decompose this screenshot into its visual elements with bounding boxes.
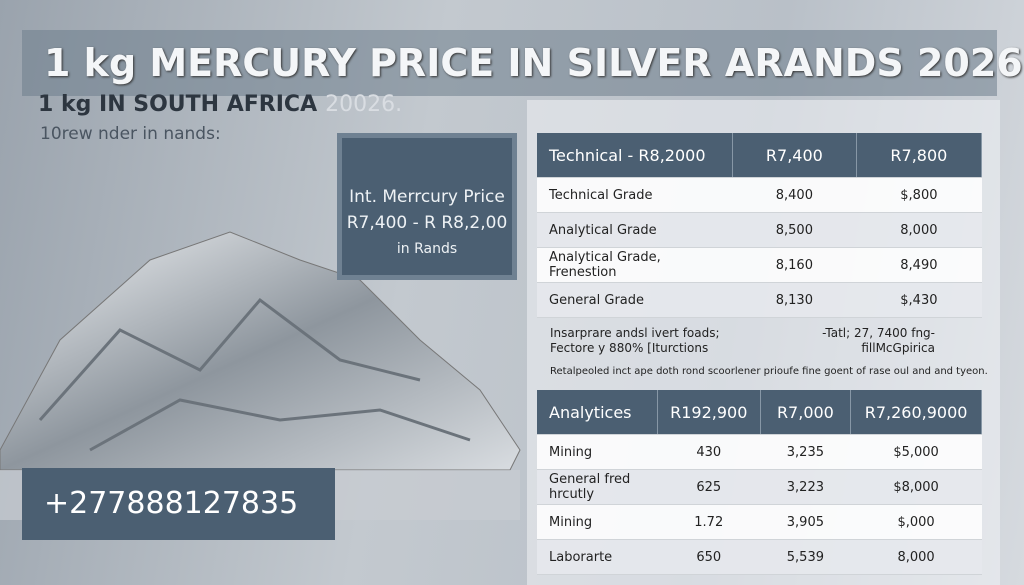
table-cell: 1.72 [657,504,761,540]
table-cell: R7,400 [732,133,857,178]
table-cell: General Grade [537,282,733,318]
price-box: Int. Merrcury Price R7,400 - R R8,2,00 i… [337,133,517,280]
table-cell: Analytices [537,390,658,435]
table-cell: Analytical Grade, Frenestion [537,247,733,283]
table-row: Mining 430 3,235 $5,000 [537,434,982,470]
price-line: R7,400 - R R8,2,00 [346,213,508,233]
subtitle: 1 kg IN SOUTH AFRICA 20026. [38,92,402,117]
note-line: -Tatl; 27, 7400 fng- [822,326,935,340]
table-cell: Analytical Grade [537,212,733,248]
table: Analytices R192,900 R7,000 R7,260,9000 Minin… [537,390,982,575]
table-cell: Mining [537,434,658,470]
table-cell: 650 [657,539,761,575]
price-line: in Rands [396,241,458,257]
table-cell: Technical - R8,2000 [537,133,733,178]
table-cell: 3,235 [760,434,851,470]
table-cell: Mining [537,504,658,540]
table-cell: 8,490 [856,247,982,283]
phone: +277888127835 [22,468,335,540]
table-row: Laborarte 650 5,539 8,000 [537,539,982,575]
table-row: Technical Grade 8,400 $,800 [537,177,982,213]
table: Technical - R8,2000 R7,400 R7,800 Technical… [537,133,983,318]
table-cell: 8,000 [856,212,982,248]
table-row: Analytical Grade 8,500 8,000 [537,212,982,248]
table-cell: R7,260,9000 [850,390,982,435]
note-left: Insarprare andsl ivert foads; Fectore y 8… [550,326,720,356]
table-row: Mining 1.72 3,905 $,000 [537,504,982,540]
table-cell: General fred hrcutly [537,469,658,505]
table-row: General fred hrcutly 625 3,223 $8,000 [537,469,982,505]
note-footer: Retalpeoled inct ape doth rond scoorlene… [550,366,988,377]
table-cell: 8,500 [732,212,857,248]
table-cell: 5,539 [760,539,851,575]
table-cell: $,800 [856,177,982,213]
table-cell: Technical Grade [537,177,733,213]
subtitle-text: 1 kg IN SOUTH AFRICA [38,92,318,117]
table-cell: R192,900 [657,390,761,435]
note-right: -Tatl; 27, 7400 fng-fillMcGpirica [795,326,935,356]
note-line: Insarprare andsl ivert foads; [550,326,720,340]
table-cell: $,430 [856,282,982,318]
table-cell: R7,000 [760,390,852,435]
table-cell: R7,800 [856,133,983,178]
title: 1 kg MERCURY PRICE IN SILVER ARANDS 2026… [22,30,1024,96]
table-cell: 8,130 [732,282,857,318]
price-line: Int. Merrcury Price [349,187,505,207]
table-cell: 8,400 [732,177,857,213]
table-cell: $,000 [850,504,982,540]
subtitle-ghost: 20026. [325,92,403,117]
table-cell: $8,000 [850,469,982,505]
table-row: Analytices R192,900 R7,000 R7,260,9000 [537,390,982,435]
table-row: General Grade 8,130 $,430 [537,282,982,318]
table-row: Technical - R8,2000 R7,400 R7,800 [537,133,983,178]
table-row: Analytical Grade, Frenestion 8,160 8,490 [537,247,982,283]
table-cell: 430 [657,434,761,470]
table-cell: 8,160 [732,247,857,283]
table-cell: 3,223 [760,469,851,505]
table-cell: $5,000 [850,434,982,470]
table-cell: 625 [657,469,761,505]
table-cell: Laborarte [537,539,658,575]
table-cell: 3,905 [760,504,851,540]
note-line: Fectore y 880% [Iturctions [550,341,709,355]
tagline: 10rew nder in nands: [40,124,221,144]
table-cell: 8,000 [850,539,982,575]
note-line: fillMcGpirica [861,341,935,355]
